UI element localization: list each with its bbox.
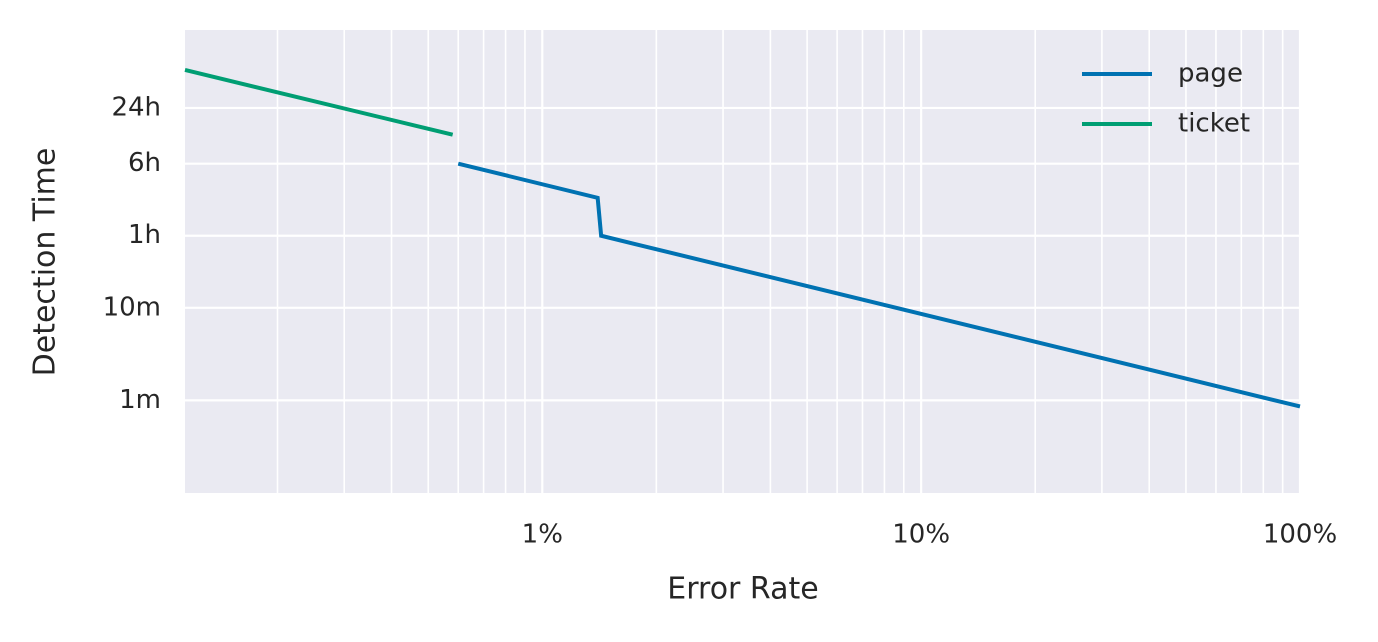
x-tick-label: 10% (892, 520, 950, 550)
x-tick-label: 100% (1263, 520, 1337, 550)
x-axis-label: Error Rate (667, 572, 818, 607)
legend-label: ticket (1178, 109, 1250, 139)
legend-label: page (1178, 59, 1243, 89)
plot-area (185, 30, 1300, 493)
line (457, 161, 1301, 409)
y-tick-label: 1h (128, 220, 161, 250)
line (184, 68, 454, 137)
y-tick-label: 6h (128, 148, 161, 178)
y-tick-label: 10m (103, 292, 161, 322)
y-axis-label: Detection Time (28, 148, 63, 377)
y-tick-label: 1m (119, 385, 161, 415)
x-tick-label: 1% (522, 520, 563, 550)
y-tick-label: 24h (111, 92, 161, 122)
